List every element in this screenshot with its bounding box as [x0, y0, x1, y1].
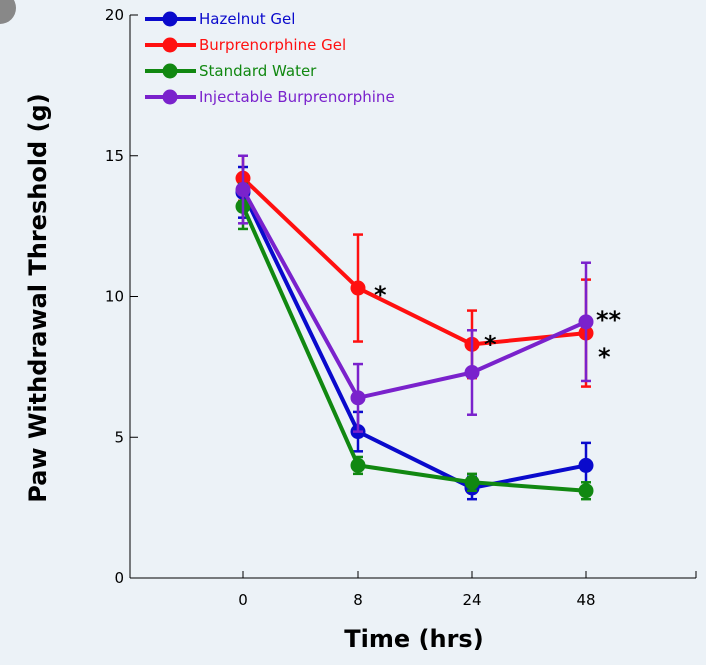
significance-marker: * — [484, 330, 497, 358]
significance-marker: ** — [596, 306, 622, 334]
legend-label: Burprenorphine Gel — [199, 36, 346, 54]
legend-item: Hazelnut Gel — [145, 10, 295, 28]
data-point — [350, 280, 366, 296]
x-tick-label: 48 — [576, 591, 595, 609]
data-point — [350, 390, 366, 406]
corner-marker — [0, 0, 16, 24]
y-tick-label: 5 — [114, 428, 124, 446]
x-tick-label: 0 — [238, 591, 248, 609]
y-tick-label: 0 — [114, 569, 124, 587]
data-point — [578, 483, 594, 499]
legend-marker — [162, 37, 178, 53]
legend-label: Hazelnut Gel — [199, 10, 295, 28]
x-tick-label: 8 — [353, 591, 363, 609]
series-line — [241, 205, 587, 493]
data-point — [464, 365, 480, 381]
significance-marker: * — [374, 281, 387, 309]
x-axis-title: Time (hrs) — [344, 625, 483, 653]
legend: Hazelnut Gel Burprenorphine Gel Standard W… — [145, 10, 395, 106]
legend-marker — [162, 63, 178, 79]
series-line — [241, 176, 587, 347]
legend-item: Standard Water — [145, 62, 317, 80]
series-layer — [235, 154, 594, 501]
axes: 0 5 10 15 20 0 8 24 48 — [105, 6, 697, 609]
significance-marker: * — [598, 343, 611, 371]
series-line — [241, 191, 587, 490]
legend-marker — [162, 11, 178, 27]
x-tick-label: 24 — [462, 591, 481, 609]
y-tick-label: 15 — [105, 147, 124, 165]
data-point — [235, 182, 251, 198]
series-injectable-burprenorphine — [235, 154, 594, 433]
annotations: ***** — [374, 281, 622, 371]
legend-label: Standard Water — [199, 62, 317, 80]
series-line — [241, 188, 587, 400]
legend-item: Injectable Burprenorphine — [145, 88, 395, 106]
data-point — [464, 474, 480, 490]
data-point — [578, 457, 594, 473]
legend-item: Burprenorphine Gel — [145, 36, 346, 54]
legend-label: Injectable Burprenorphine — [199, 88, 395, 106]
y-tick-label: 20 — [105, 6, 124, 24]
series-hazelnut-gel — [235, 165, 594, 501]
y-axis-title: Paw Withdrawal Threshold (g) — [24, 93, 52, 502]
legend-marker — [162, 89, 178, 105]
data-point — [578, 314, 594, 330]
data-point — [350, 457, 366, 473]
y-tick-label: 10 — [105, 288, 124, 306]
